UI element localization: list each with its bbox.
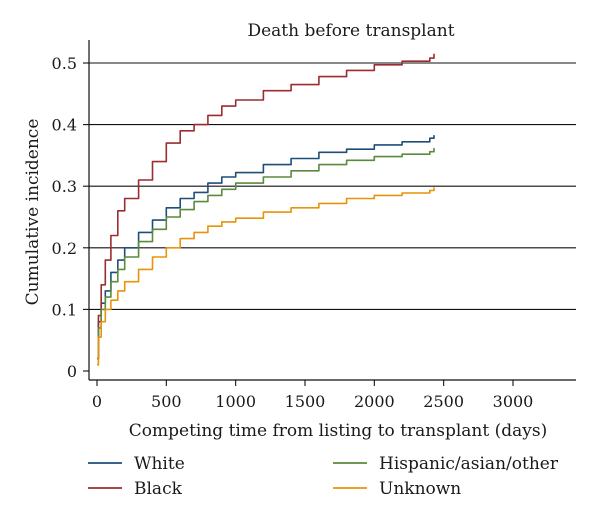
legend-label: Unknown bbox=[379, 479, 461, 499]
series-line-black bbox=[97, 53, 435, 360]
legend: White Black Hispanic/asian/other Unknown bbox=[88, 454, 559, 499]
x-tick-label: 2500 bbox=[423, 392, 464, 411]
y-axis-title: Cumulative incidence bbox=[23, 119, 43, 306]
x-tick-label: 1500 bbox=[285, 392, 326, 411]
x-tick-label: 1000 bbox=[215, 392, 256, 411]
y-tick-label: 0.3 bbox=[52, 177, 77, 196]
legend-label: Black bbox=[134, 479, 183, 499]
y-tick-label: 0.5 bbox=[52, 54, 77, 73]
series-line-hispanic-asian-other bbox=[97, 148, 435, 360]
x-tick-label: 3000 bbox=[493, 392, 534, 411]
y-tick-label: 0.4 bbox=[52, 116, 77, 135]
x-tick-label: 500 bbox=[151, 392, 182, 411]
gridlines bbox=[89, 62, 576, 310]
x-tick-label: 2000 bbox=[354, 392, 395, 411]
axes: 0 0.1 0.2 0.3 0.4 0.5 0 500 1000 1500 2000 2500 3000 bbox=[52, 40, 576, 411]
x-axis-title: Competing time from listing to transplan… bbox=[129, 421, 547, 441]
x-tick-label: 0 bbox=[92, 392, 102, 411]
y-tick-label: 0.2 bbox=[52, 239, 77, 258]
series-lines bbox=[97, 53, 435, 366]
series-line-white bbox=[97, 135, 435, 360]
legend-label: White bbox=[134, 454, 185, 474]
y-tick-label: 0 bbox=[67, 362, 77, 381]
legend-label: Hispanic/asian/other bbox=[379, 454, 559, 474]
y-tick-label: 0.1 bbox=[52, 300, 77, 319]
chart-title: Death before transplant bbox=[247, 21, 454, 41]
series-line-unknown bbox=[97, 187, 435, 366]
